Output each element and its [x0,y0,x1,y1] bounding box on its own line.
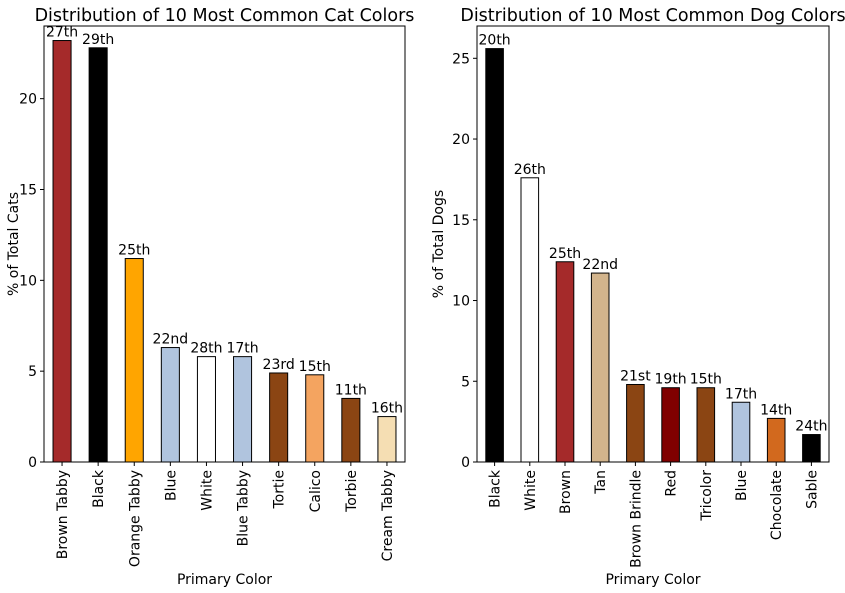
dog-colors-chart: Distribution of 10 Most Common Dog Color… [431,6,845,588]
dog-bar-label: 24th [795,419,827,435]
cat-bar-label: 25th [118,243,150,259]
dog-x-tick-label: Blue [734,470,750,501]
dog-x-tick-label: Black [488,469,504,508]
dog-y-tick-label: 20 [452,132,470,148]
dog-bar-label: 21st [620,368,651,384]
cat-axes-frame [43,25,406,463]
cat-y-axis-label: % of Total Cats [6,192,22,296]
dog-bar [802,434,821,463]
dog-bar-label: 22nd [582,257,618,273]
dog-bar [626,383,645,463]
cat-x-tick-label: Cream Tabby [380,470,396,561]
dog-bar-label: 25th [549,246,581,262]
cat-x-tick-label: Black [91,469,107,508]
cat-bar [269,372,289,463]
cat-y-tick-label: 20 [19,92,37,108]
dog-y-tick-label: 25 [452,51,470,67]
cat-x-axis-label: Primary Color [177,572,272,588]
dog-bar-label: 17th [725,386,757,402]
cat-y-tick-label: 0 [28,455,37,471]
cat-bar-label: 29th [82,32,114,48]
cat-x-tick-label: Torbie [344,470,360,513]
dog-bar [696,387,716,463]
cat-y-tick-label: 15 [19,183,37,199]
dog-x-tick-label: Tricolor [699,470,715,522]
dog-bar-label: 26th [514,162,546,178]
dog-x-tick-label: Chocolate [769,470,785,540]
dog-x-tick-label: White [523,470,539,511]
dog-x-axis-label: Primary Color [605,572,700,588]
dog-y-tick-label: 5 [461,374,470,390]
cat-x-tick-label: Calico [308,470,324,512]
dog-x-tick-label: Red [664,470,680,497]
dog-bar-label: 15th [690,372,722,388]
cat-colors-chart: Distribution of 10 Most Common Cat Color… [6,6,414,588]
cat-bar-label: 11th [335,382,367,398]
cat-bar-label: 27th [46,25,78,41]
cat-y-tick-label: 10 [19,273,37,289]
cat-bar [124,258,144,463]
dog-bar [731,401,751,463]
cat-bar-label: 16th [371,401,403,417]
cat-chart-title: Distribution of 10 Most Common Cat Color… [35,6,415,26]
dog-bar [485,48,504,463]
dog-bar [555,261,575,463]
dog-chart-title: Distribution of 10 Most Common Dog Color… [460,6,845,26]
cat-bar-label: 23rd [263,357,295,373]
cat-bar-label: 22nd [153,332,189,348]
cat-bar [160,347,180,463]
dog-y-tick-label: 15 [452,213,470,229]
dog-bar [590,272,610,463]
cat-bar [88,47,108,463]
dog-x-tick-label: Sable [804,470,820,509]
dog-bar-label: 19th [655,372,687,388]
dog-bar [661,387,680,463]
dog-y-axis-label: % of Total Dogs [431,190,447,298]
dog-x-tick-label: Brown Brindle [628,470,644,568]
dog-y-tick-label: 0 [461,455,470,471]
cat-bar-label: 15th [299,359,331,375]
cat-bar [196,356,216,463]
dog-axes-frame [476,25,830,463]
cat-bar-label: 17th [226,341,258,357]
dog-bar [520,177,540,463]
dog-bar-label: 20th [479,33,511,49]
dog-bar-label: 14th [760,402,792,418]
cat-x-tick-label: White [199,470,215,511]
dog-bar [766,417,786,463]
cat-bar [305,374,325,463]
cat-x-tick-label: Brown Tabby [55,470,71,559]
cat-x-tick-label: Orange Tabby [127,470,143,567]
cat-bar [341,397,361,463]
dog-x-tick-label: Brown [558,470,574,514]
cat-bar [233,356,253,463]
cat-bar [52,40,72,463]
cat-y-tick-label: 5 [28,364,37,380]
cat-x-tick-label: Tortie [272,470,288,510]
cat-bar-label: 28th [190,341,222,357]
cat-x-tick-label: Blue [163,470,179,501]
dog-y-tick-label: 10 [452,294,470,310]
cat-x-tick-label: Blue Tabby [236,470,252,546]
cat-bar [377,416,397,463]
dog-x-tick-label: Tan [593,470,609,495]
